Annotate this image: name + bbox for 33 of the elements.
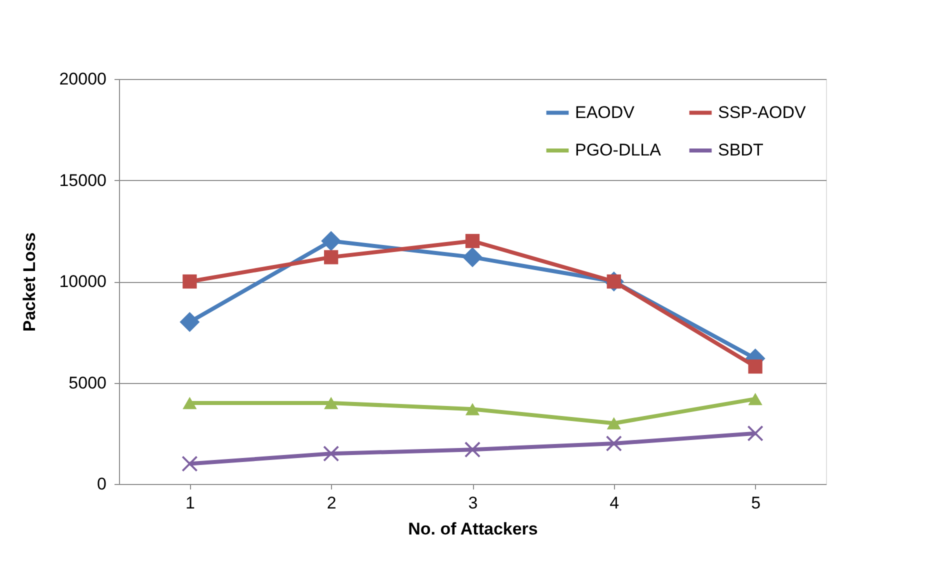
point: [182, 396, 197, 410]
x-axis-title: No. of Attackers: [408, 520, 538, 538]
legend-label: EAODV: [575, 102, 636, 122]
point: [182, 274, 197, 289]
point: [748, 392, 762, 406]
point: [465, 402, 480, 416]
point: [324, 250, 338, 264]
y-tick-label: 15000: [59, 170, 106, 190]
point: [323, 446, 340, 462]
point: [182, 456, 198, 472]
x-tick-label: 3: [468, 494, 478, 512]
y-tick-label: 20000: [59, 70, 106, 88]
point: [465, 234, 480, 248]
point: [321, 231, 342, 251]
point: [464, 442, 481, 458]
point: [747, 425, 764, 442]
legend-label: SBDT: [718, 140, 764, 160]
x-tick-label: 2: [326, 494, 336, 512]
point: [606, 417, 621, 430]
point: [748, 359, 762, 374]
point: [324, 396, 338, 410]
legend-label: SSP-AODV: [718, 102, 807, 122]
x-tick-label: 4: [610, 494, 620, 512]
legend-label: PGO-DLLA: [575, 140, 662, 160]
y-axis-title: Packet Loss: [20, 232, 40, 332]
y-tick-label: 5000: [68, 373, 106, 392]
x-tick-label: 5: [751, 494, 761, 512]
y-tick-label: 0: [97, 474, 106, 494]
y-tick-label: 10000: [59, 272, 106, 291]
point: [462, 247, 482, 268]
point: [180, 312, 200, 332]
point: [606, 435, 622, 452]
x-tick-label: 1: [185, 494, 195, 512]
